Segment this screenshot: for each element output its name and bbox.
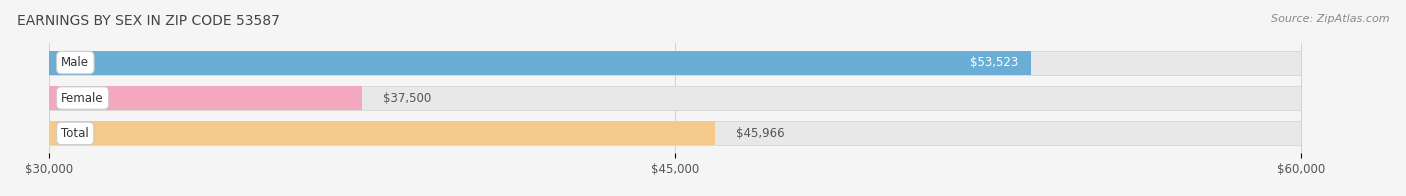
Text: Male: Male (62, 56, 90, 69)
Bar (49, 51, 1031, 75)
Text: Female: Female (62, 92, 104, 104)
Text: $53,523: $53,523 (970, 56, 1018, 69)
Bar (49, 121, 716, 145)
Text: $37,500: $37,500 (382, 92, 432, 104)
Text: Total: Total (62, 127, 89, 140)
Bar (49, 121, 1302, 145)
Bar (49, 51, 1302, 75)
Bar (49, 86, 1302, 110)
Text: $45,966: $45,966 (737, 127, 785, 140)
Text: EARNINGS BY SEX IN ZIP CODE 53587: EARNINGS BY SEX IN ZIP CODE 53587 (17, 14, 280, 28)
Bar (49, 86, 361, 110)
Text: Source: ZipAtlas.com: Source: ZipAtlas.com (1271, 14, 1389, 24)
